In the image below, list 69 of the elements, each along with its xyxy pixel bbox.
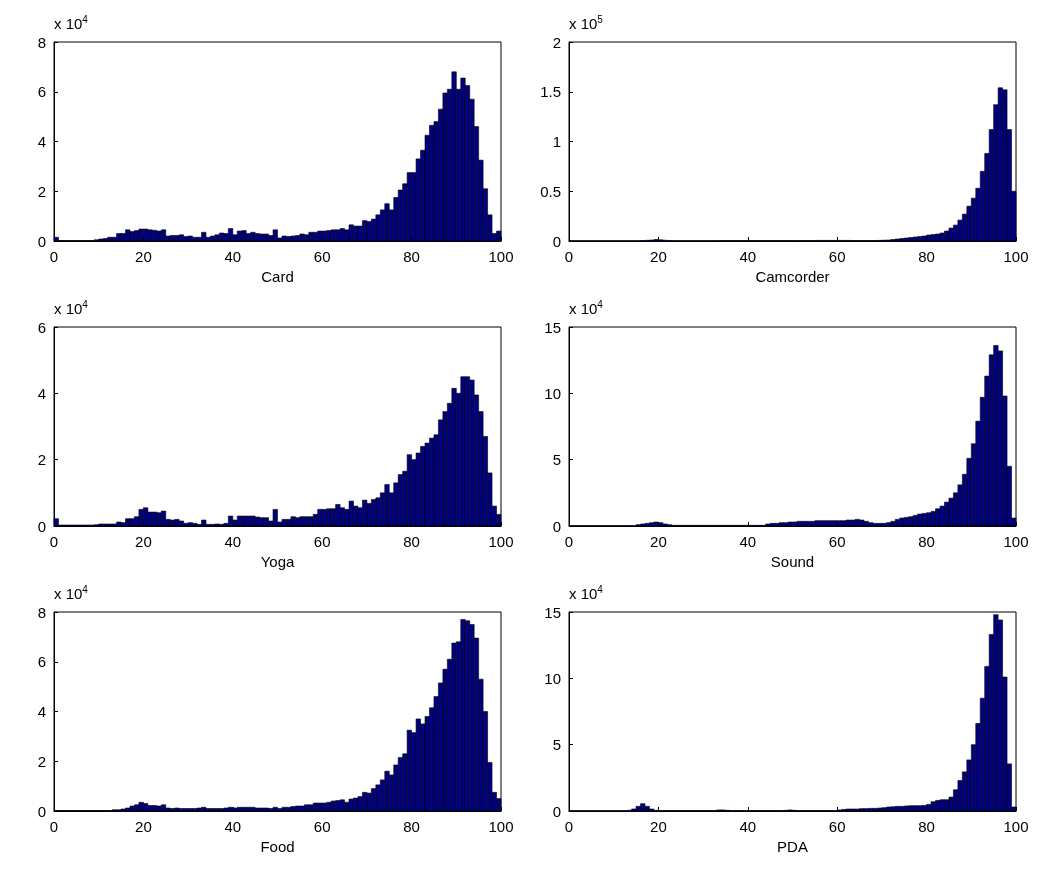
y-tick-label: 2 bbox=[552, 33, 561, 51]
x-tick-label: 0 bbox=[564, 248, 574, 265]
x-tick-label: 80 bbox=[918, 248, 935, 265]
y-tick-label: 10 bbox=[544, 669, 561, 687]
x-tick-label: 0 bbox=[49, 533, 59, 550]
x-tick-label: 60 bbox=[313, 533, 331, 550]
y-tick-label: 4 bbox=[37, 384, 46, 402]
y-tick-label: 5 bbox=[552, 451, 561, 469]
x-tick-label: 100 bbox=[488, 818, 514, 835]
x-tick-label: 60 bbox=[828, 818, 846, 835]
x-axis-title: Card bbox=[261, 267, 294, 285]
x-tick-label: 0 bbox=[49, 248, 59, 265]
y-tick-label: 0 bbox=[37, 232, 46, 250]
y-tick-label: 0.5 bbox=[540, 182, 561, 200]
x-tick-label: 80 bbox=[403, 248, 420, 265]
x-tick-label: 80 bbox=[403, 533, 420, 550]
x-tick-label: 20 bbox=[650, 818, 667, 835]
y-tick-label: 8 bbox=[37, 603, 46, 621]
x-tick-label: 80 bbox=[918, 533, 935, 550]
x-tick-label: 40 bbox=[224, 533, 242, 550]
y-tick-label: 2 bbox=[37, 182, 46, 200]
x-tick-label: 60 bbox=[828, 533, 846, 550]
x-tick-label: 40 bbox=[739, 533, 757, 550]
y-tick-label: 0 bbox=[37, 802, 46, 820]
x-tick-label: 80 bbox=[403, 818, 420, 835]
x-tick-label: 100 bbox=[488, 248, 514, 265]
y-tick-label: 6 bbox=[37, 318, 46, 336]
y-tick-label: 0 bbox=[552, 232, 561, 250]
x-tick-label: 60 bbox=[313, 248, 331, 265]
y-tick-label: 0 bbox=[37, 517, 46, 535]
x-tick-label: 20 bbox=[135, 533, 152, 550]
x-axis-title: Yoga bbox=[260, 552, 295, 570]
y-tick-label: 0 bbox=[552, 517, 561, 535]
x-tick-label: 20 bbox=[135, 818, 152, 835]
x-tick-label: 20 bbox=[650, 533, 667, 550]
x-tick-label: 100 bbox=[1003, 248, 1029, 265]
x-axis-title: Camcorder bbox=[755, 267, 830, 285]
x-tick-label: 40 bbox=[224, 248, 242, 265]
x-tick-label: 20 bbox=[135, 248, 152, 265]
x-tick-label: 0 bbox=[564, 533, 574, 550]
y-tick-label: 15 bbox=[544, 603, 561, 621]
x-tick-label: 20 bbox=[650, 248, 667, 265]
y-tick-label: 0 bbox=[552, 802, 561, 820]
x-tick-label: 40 bbox=[224, 818, 242, 835]
y-tick-label: 6 bbox=[37, 83, 46, 101]
x-tick-label: 40 bbox=[739, 818, 757, 835]
x-axis-title: Food bbox=[260, 837, 295, 855]
y-tick-label: 5 bbox=[552, 736, 561, 754]
x-tick-label: 100 bbox=[1003, 533, 1029, 550]
y-tick-label: 8 bbox=[37, 33, 46, 51]
x-tick-label: 0 bbox=[564, 818, 574, 835]
y-tick-label: 1.5 bbox=[540, 83, 561, 101]
x-tick-label: 60 bbox=[313, 818, 331, 835]
x-tick-label: 40 bbox=[739, 248, 757, 265]
y-tick-label: 15 bbox=[544, 318, 561, 336]
y-tick-label: 2 bbox=[37, 451, 46, 469]
x-axis-title: Sound bbox=[770, 552, 815, 570]
x-tick-label: 0 bbox=[49, 818, 59, 835]
y-tick-label: 1 bbox=[552, 133, 561, 150]
y-tick-label: 6 bbox=[37, 653, 46, 671]
x-axis-title: PDA bbox=[777, 837, 808, 855]
y-tick-label: 4 bbox=[37, 133, 46, 150]
x-tick-label: 100 bbox=[1003, 818, 1029, 835]
x-tick-label: 80 bbox=[918, 818, 935, 835]
x-tick-label: 60 bbox=[828, 248, 846, 265]
y-tick-label: 4 bbox=[37, 703, 46, 720]
y-tick-label: 10 bbox=[544, 384, 561, 402]
x-tick-label: 100 bbox=[488, 533, 514, 550]
y-tick-label: 2 bbox=[37, 752, 46, 770]
